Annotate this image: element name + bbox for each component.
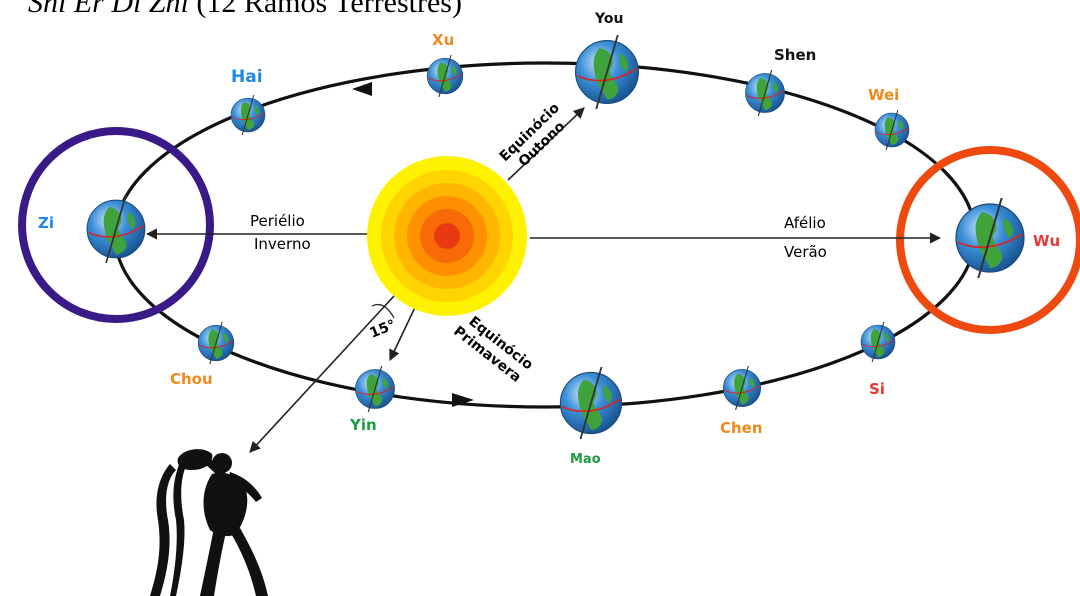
earth-xu-icon [426,55,464,97]
summer-label: Verão [784,243,827,261]
label-hai: Hai [231,67,263,87]
earth-wei-icon [874,110,910,150]
label-chou: Chou [170,370,213,388]
earth-shen-icon [744,70,786,116]
earth-you-icon [574,35,640,109]
label-yin: Yin [349,416,377,434]
orbit-direction-arrow-top [352,82,372,96]
label-chen: Chen [720,419,763,437]
label-si: Si [869,380,885,398]
label-wu: Wu [1033,232,1060,250]
label-you: You [594,11,623,27]
winter-circle [18,127,214,323]
label-xu: Xu [432,31,454,49]
sun-icon [367,156,527,316]
aquarius-icon [150,449,268,596]
perihelion-label: Periélio [250,212,305,230]
orbit-direction-arrow-bottom [452,393,474,407]
label-zi: Zi [38,214,54,232]
earth-yin-icon [354,366,396,412]
diagram-title-italic: Shi Er Di Zhi [28,0,189,19]
earth-chen-icon [722,366,762,410]
autumn-equinox-arrow [507,107,585,181]
angle-arc [371,303,395,319]
diagram-title: Shi Er Di Zhi (12 Ramos Terrestres) [28,0,462,20]
aphelion-label: Afélio [784,214,826,232]
earth-hai-icon [230,95,266,135]
label-wei: Wei [868,86,899,104]
diagram-title-rest: (12 Ramos Terrestres) [196,0,462,19]
label-mao: Mao [570,452,601,467]
earth-chou-icon [197,322,235,364]
earth-si-icon [860,322,896,362]
winter-label: Inverno [254,235,311,253]
summer-circle [896,146,1080,334]
label-shen: Shen [774,46,816,64]
earth-zi-icon [86,195,146,263]
earth-mao-icon [559,367,623,439]
